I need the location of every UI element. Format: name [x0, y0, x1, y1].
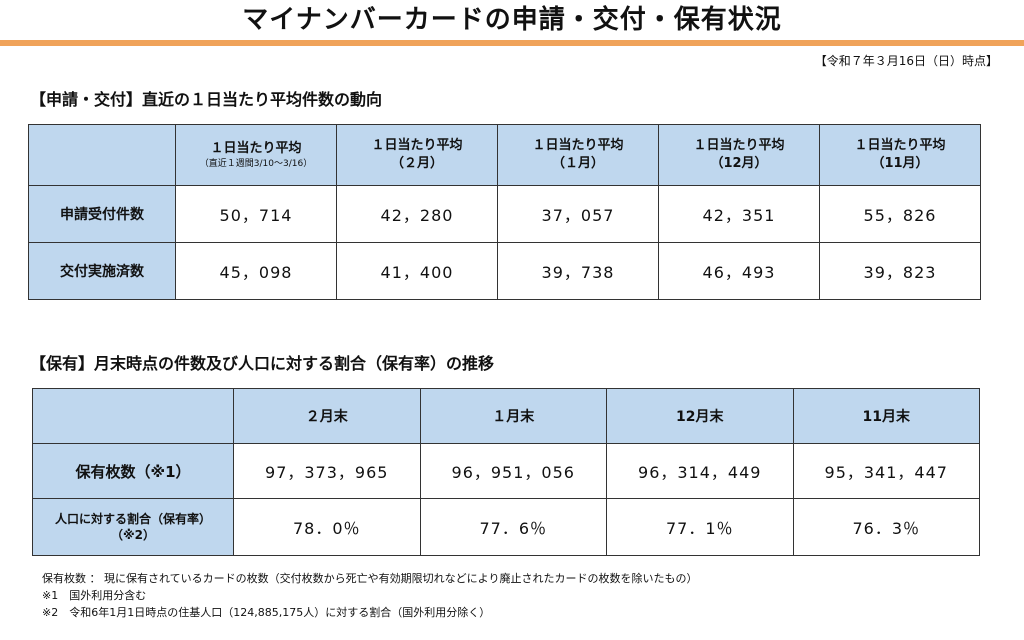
table-cell: 42，280: [336, 185, 498, 243]
table-cell: 37，057: [497, 185, 659, 243]
column-header: ２月末: [233, 388, 421, 444]
table-cell: 96，314，449: [606, 443, 794, 499]
column-header-label: １日当たり平均: [210, 141, 302, 156]
column-header-sub: （１月）: [551, 156, 604, 171]
column-header-sub: （２月）: [390, 156, 443, 171]
column-header: １日当たり平均 （直近１週間3/10～3/16）: [175, 124, 337, 186]
row-header-applications: 申請受付件数: [28, 185, 176, 243]
column-header-label: １日当たり平均: [532, 138, 624, 153]
table-cell: 45，098: [175, 242, 337, 300]
column-header-sub: （12月）: [710, 156, 768, 171]
table-cell: 76．3％: [792, 498, 980, 556]
table-cell: 41，400: [336, 242, 498, 300]
table-corner-cell: [28, 124, 176, 186]
footnote-definition: 保有枚数 ： 現に保有されているカードの枚数（交付枚数から死亡や有効期限切れなど…: [42, 572, 698, 585]
table-row: 保有枚数（※1） 97，373，965 96，951，056 96，314，44…: [32, 443, 980, 499]
table-cell: 42，351: [658, 185, 820, 243]
table-row: 申請受付件数 50，714 42，280 37，057 42，351 55，82…: [28, 185, 981, 243]
holdings-table: ２月末 １月末 12月末 11月末 保有枚数（※1） 97，373，965 96…: [32, 388, 980, 556]
column-header-label: １日当たり平均: [854, 138, 946, 153]
column-header-sub: （直近１週間3/10～3/16）: [199, 159, 313, 169]
section-heading-applications: 【申請・交付】直近の１日当たり平均件数の動向: [30, 90, 383, 109]
column-header: １日当たり平均 （12月）: [658, 124, 820, 186]
table-cell: 95，341，447: [792, 443, 980, 499]
as-of-date: 【令和７年３月16日（日）時点】: [814, 54, 998, 68]
column-header: １日当たり平均 （２月）: [336, 124, 498, 186]
column-header-sub: （11月）: [871, 156, 929, 171]
table-row: 人口に対する割合（保有率） （※2） 78．0％ 77．6％ 77．1％ 76．3…: [32, 498, 980, 556]
row-header-issued: 交付実施済数: [28, 242, 176, 300]
row-header-cards-held: 保有枚数（※1）: [32, 443, 234, 499]
table-cell: 50，714: [175, 185, 337, 243]
column-header: 11月末: [792, 388, 980, 444]
footnote-2: ※2 令和6年1月1日時点の住基人口（124,885,175人）に対する割合（国…: [42, 606, 491, 619]
footnote-1: ※1 国外利用分含む: [42, 589, 147, 602]
daily-average-table: １日当たり平均 （直近１週間3/10～3/16） １日当たり平均 （２月） １日当た…: [28, 124, 981, 300]
table-cell: 96，951，056: [419, 443, 607, 499]
table-cell: 78．0％: [233, 498, 421, 556]
page-title: マイナンバーカードの申請・交付・保有状況: [242, 5, 782, 35]
table-cell: 55，826: [819, 185, 981, 243]
column-header: 12月末: [606, 388, 794, 444]
table-corner-cell: [32, 388, 234, 444]
column-header-label: １日当たり平均: [693, 138, 785, 153]
column-header: １月末: [419, 388, 607, 444]
table-cell: 97，373，965: [233, 443, 421, 499]
table-cell: 39，823: [819, 242, 981, 300]
table-header-row: １日当たり平均 （直近１週間3/10～3/16） １日当たり平均 （２月） １日当た…: [28, 124, 981, 186]
table-cell: 77．1％: [606, 498, 794, 556]
column-header-label: １日当たり平均: [371, 138, 463, 153]
footnotes: 保有枚数 ： 現に保有されているカードの枚数（交付枚数から死亡や有効期限切れなど…: [42, 570, 697, 621]
section-heading-holdings: 【保有】月末時点の件数及び人口に対する割合（保有率）の推移: [30, 354, 495, 373]
table-header-row: ２月末 １月末 12月末 11月末: [32, 388, 980, 444]
row-header-footnote: （※2）: [110, 528, 156, 542]
column-header: １日当たり平均 （１月）: [497, 124, 659, 186]
table-cell: 77．6％: [419, 498, 607, 556]
table-cell: 39，738: [497, 242, 659, 300]
table-cell: 46，493: [658, 242, 820, 300]
row-header-holding-rate: 人口に対する割合（保有率） （※2）: [32, 498, 234, 556]
title-underline: [0, 40, 1024, 46]
table-row: 交付実施済数 45，098 41，400 39，738 46，493 39，82…: [28, 242, 981, 300]
column-header: １日当たり平均 （11月）: [819, 124, 981, 186]
row-header-label: 人口に対する割合（保有率）: [54, 512, 211, 526]
